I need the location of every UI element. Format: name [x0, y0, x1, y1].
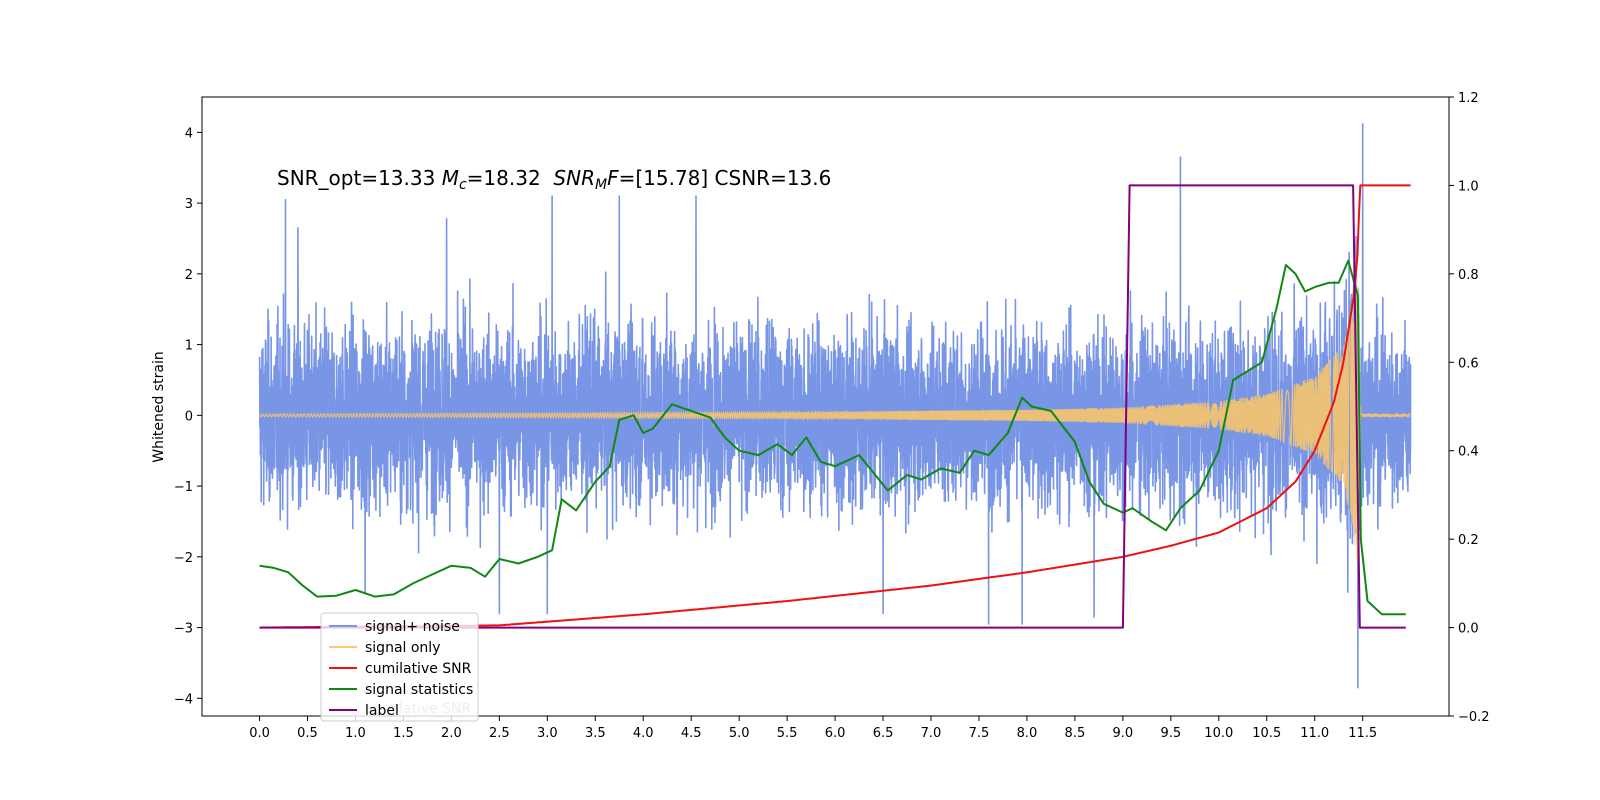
y-right-tick-label: 0.6: [1458, 356, 1479, 371]
annotation-part: M: [595, 177, 607, 193]
plot-frame: [201, 96, 1450, 717]
x-tick-label: 1.5: [393, 726, 414, 741]
x-tick-label: 2.5: [489, 726, 510, 741]
x-tick-label: 1.0: [345, 726, 366, 741]
series-line-signal-statistics: [259, 259, 1406, 616]
annotation-part: c: [459, 177, 467, 193]
x-tick-label: 4.0: [633, 726, 654, 741]
y-left-tick-label: −2: [174, 551, 193, 566]
x-tick-label: 10.0: [1204, 726, 1233, 741]
y-left-tick-label: −3: [174, 622, 193, 637]
y-left-tick-label: −4: [174, 692, 193, 707]
y-axis-left: −4 −3 −2 −1 0 1 2 3 4: [174, 126, 202, 707]
x-tick-label: 3.0: [537, 726, 558, 741]
legend-label-signal-only: signal only: [365, 640, 440, 656]
legend-label-label: label: [365, 703, 399, 719]
x-tick-label: 9.0: [1113, 726, 1134, 741]
y-right-tick-label: −0.2: [1458, 710, 1490, 725]
x-tick-label: 8.0: [1017, 726, 1038, 741]
x-tick-label: 4.5: [681, 726, 702, 741]
annotation-part: M: [442, 166, 459, 190]
y-left-tick-label: 4: [185, 126, 193, 141]
x-tick-label: 0.5: [297, 726, 318, 741]
x-tick-label: 7.5: [969, 726, 990, 741]
series-line-label: [259, 184, 1406, 629]
snr-annotation: SNR_opt=13.33 Mc=18.32 SNRMF=[15.78] CSN…: [277, 166, 831, 193]
y-left-tick-label: −1: [174, 480, 193, 495]
x-tick-label: 6.5: [873, 726, 894, 741]
x-tick-label: 9.5: [1160, 726, 1181, 741]
y-right-tick-label: 0.8: [1458, 268, 1479, 283]
x-tick-label: 0.0: [249, 726, 270, 741]
annotation-part: =[15.78] CSNR=13.6: [619, 166, 832, 190]
x-tick-label: 7.0: [921, 726, 942, 741]
x-tick-label: 2.0: [441, 726, 462, 741]
x-tick-label: 3.5: [585, 726, 606, 741]
y-right-tick-label: 1.0: [1458, 179, 1479, 194]
x-tick-label: 11.0: [1300, 726, 1329, 741]
legend-label-signal-statistics: signal statistics: [365, 682, 473, 698]
series-line-signal-only: [259, 277, 1411, 562]
y-left-tick-label: 3: [185, 197, 193, 212]
y-right-tick-label: 0.4: [1458, 445, 1479, 460]
x-tick-label: 5.5: [777, 726, 798, 741]
legend-label-signal-noise: signal+ noise: [365, 619, 460, 635]
y-right-tick-label: 1.2: [1458, 91, 1479, 106]
y-right-tick-label: 0.2: [1458, 533, 1479, 548]
annotation-part: =18.32: [467, 166, 554, 190]
x-tick-label: 6.0: [825, 726, 846, 741]
legend-label-cumilative-snr: cumilative SNR: [365, 661, 472, 677]
x-axis: 0.0 0.5 1.0 1.5 2.0 2.5 3.0 3.5 4.0 4.5 5.0 5.5 6.0 6…: [249, 716, 1377, 741]
y-axis-right: −0.2 0.0 0.2 0.4 0.6 0.8 1.0 1.2: [1449, 91, 1490, 725]
y-axis-label: Whitened strain: [151, 351, 167, 462]
series-line-signal-noise: [258, 123, 1412, 689]
x-tick-label: 8.5: [1065, 726, 1086, 741]
x-tick-label: 11.5: [1348, 726, 1377, 741]
x-tick-label: 10.5: [1252, 726, 1281, 741]
y-left-tick-label: 0: [185, 409, 193, 424]
x-tick-label: 5.0: [729, 726, 750, 741]
legend-box: [320, 612, 479, 722]
y-right-tick-label: 0.0: [1458, 622, 1479, 637]
y-left-tick-label: 2: [185, 268, 193, 283]
annotation-part: SNR_opt=13.33: [277, 166, 442, 190]
annotation-part: F: [607, 166, 619, 190]
annotation-part: SNR: [553, 166, 595, 190]
y-left-tick-label: 1: [185, 339, 193, 354]
